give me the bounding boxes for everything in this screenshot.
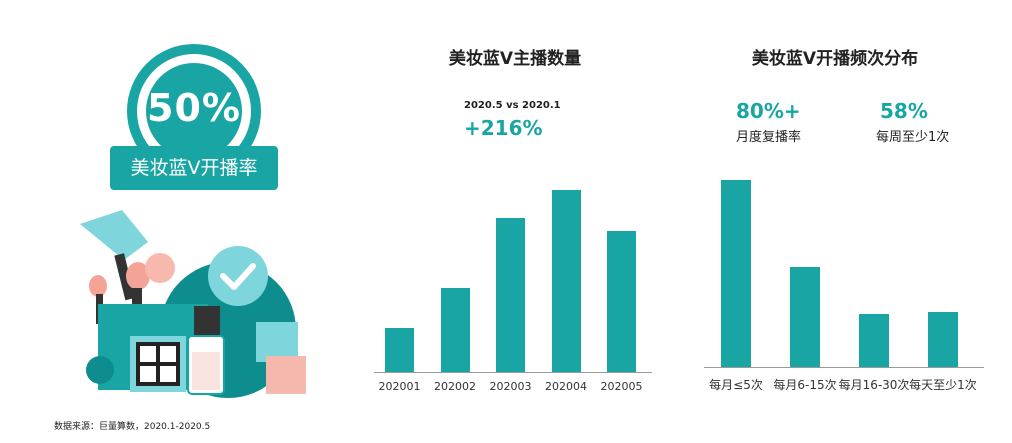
- fan-brush-icon: [80, 210, 148, 260]
- bar-202003: [496, 218, 525, 372]
- chart1-title: 美妆蓝V主播数量: [448, 49, 582, 69]
- cosmetics-illustration: [80, 210, 306, 398]
- stat-2-value: 58%: [880, 99, 928, 123]
- bar-每月6-15次: [790, 266, 820, 367]
- bar-202001: [385, 327, 414, 372]
- bar-202005: [607, 230, 636, 372]
- brush-handle-shape: [114, 253, 136, 301]
- bar-202004: [551, 190, 581, 372]
- rate-label-box: 美妆蓝V开播率: [110, 146, 278, 190]
- check-icon: [208, 246, 268, 306]
- chart1-axis-line: [374, 372, 652, 373]
- puff-icon: [145, 253, 175, 283]
- x-tick-label: 202001: [378, 380, 421, 393]
- bottle-icon: [194, 306, 220, 340]
- bar-每月≤5次: [721, 179, 751, 367]
- box-shape: [256, 322, 298, 362]
- x-tick-label: 202002: [434, 380, 476, 393]
- rate-label: 美妆蓝V开播率: [130, 157, 258, 179]
- pink-box-shape: [266, 356, 306, 394]
- bar-202002: [440, 288, 470, 372]
- x-tick-label: 每月6-15次: [773, 378, 837, 392]
- x-tick-label: 每天至少1次: [909, 378, 977, 392]
- chart1-annotation-value: +216%: [464, 116, 543, 140]
- bar-每天至少1次: [928, 311, 958, 367]
- source-note: 数据来源：巨量算数，2020.1-2020.5: [54, 422, 211, 432]
- x-tick-label: 每月≤5次: [709, 378, 763, 392]
- rate-core-circle: [146, 63, 242, 159]
- rate-value: 50%: [147, 86, 241, 130]
- pink-brush-icon: [89, 275, 107, 297]
- stat-2-label: 每周至少1次: [876, 130, 950, 145]
- x-tick-label: 每月16-30次: [838, 378, 910, 392]
- stat-1-value: 80%+: [736, 99, 801, 123]
- chart2-title: 美妆蓝V开播频次分布: [751, 49, 919, 69]
- x-tick-label: 202004: [545, 380, 587, 393]
- peach-brush-icon: [126, 262, 150, 290]
- bar-每月16-30次: [859, 313, 889, 367]
- x-tick-label: 202005: [600, 380, 643, 393]
- dot-shape: [86, 356, 114, 384]
- x-tick-label: 202003: [489, 380, 532, 393]
- stat-1-label: 月度复播率: [736, 130, 802, 145]
- chart1-annotation-period: 2020.5 vs 2020.1: [464, 100, 561, 111]
- chart2-axis-line: [704, 367, 984, 368]
